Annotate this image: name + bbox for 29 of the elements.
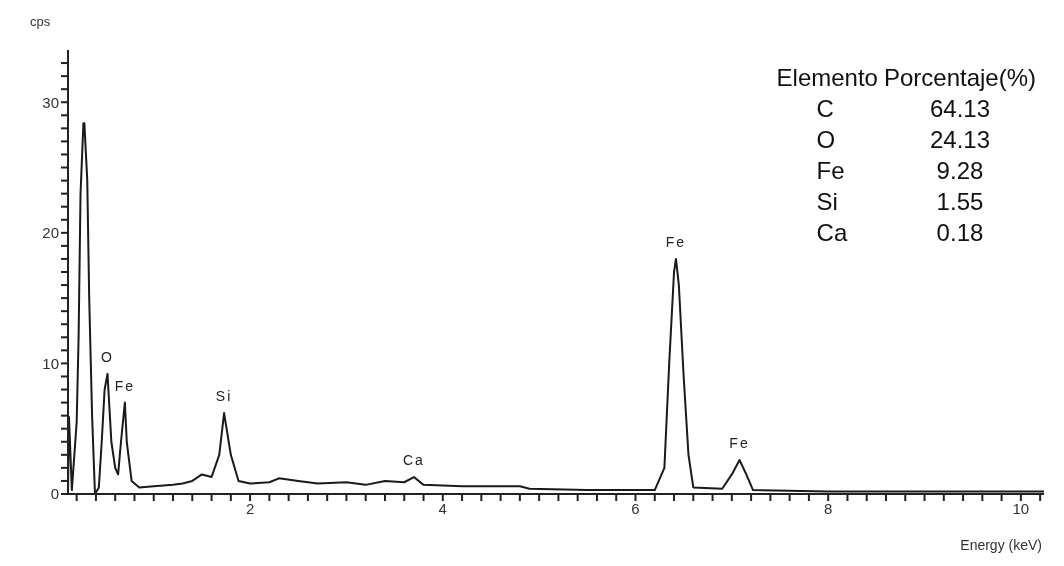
annotation: Fe	[114, 377, 136, 394]
annotation: Ca	[402, 452, 425, 469]
annotation: Fe	[665, 233, 687, 250]
annotation: O	[815, 125, 837, 155]
annotation: 24.13	[928, 125, 991, 155]
x-tick-label: 10	[1012, 499, 1030, 517]
annotation: Fe	[729, 435, 750, 452]
y-tick-label: 30	[42, 93, 59, 111]
x-tick-label: 2	[245, 499, 255, 517]
x-tick-label: 8	[824, 499, 833, 517]
x-tick-label: 6	[631, 499, 640, 517]
annotation: Fe	[815, 156, 846, 186]
x-axis-title: Energy (keV)	[960, 537, 1042, 553]
annotation: Ca	[815, 218, 849, 248]
annotation: Porcentaje(%)	[883, 63, 1036, 93]
annotation: Si	[215, 388, 233, 405]
annotation: Elemento	[776, 63, 879, 93]
x-tick-label: 4	[438, 499, 447, 517]
annotation: 1.55	[935, 187, 985, 217]
annotation: O	[101, 348, 114, 365]
y-axis-title: cps	[30, 14, 51, 29]
annotation: Si	[815, 187, 839, 217]
annotation: 0.18	[935, 218, 985, 248]
y-tick-label: 10	[42, 354, 59, 372]
y-tick-label: 20	[42, 224, 59, 242]
annotation: 64.13	[928, 94, 991, 124]
y-tick-label: 0	[50, 485, 59, 503]
annotation: 9.28	[935, 156, 985, 186]
annotation: C	[815, 94, 835, 124]
